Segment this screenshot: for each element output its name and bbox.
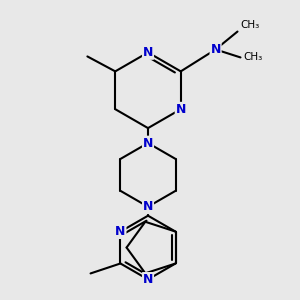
Text: CH₃: CH₃ [241,20,260,30]
Text: CH₃: CH₃ [244,52,263,62]
Text: N: N [176,103,186,116]
Text: N: N [115,225,126,238]
Text: N: N [143,273,153,286]
Text: N: N [210,43,221,56]
Text: N: N [143,46,153,59]
Text: N: N [143,200,153,213]
Text: N: N [143,136,153,149]
